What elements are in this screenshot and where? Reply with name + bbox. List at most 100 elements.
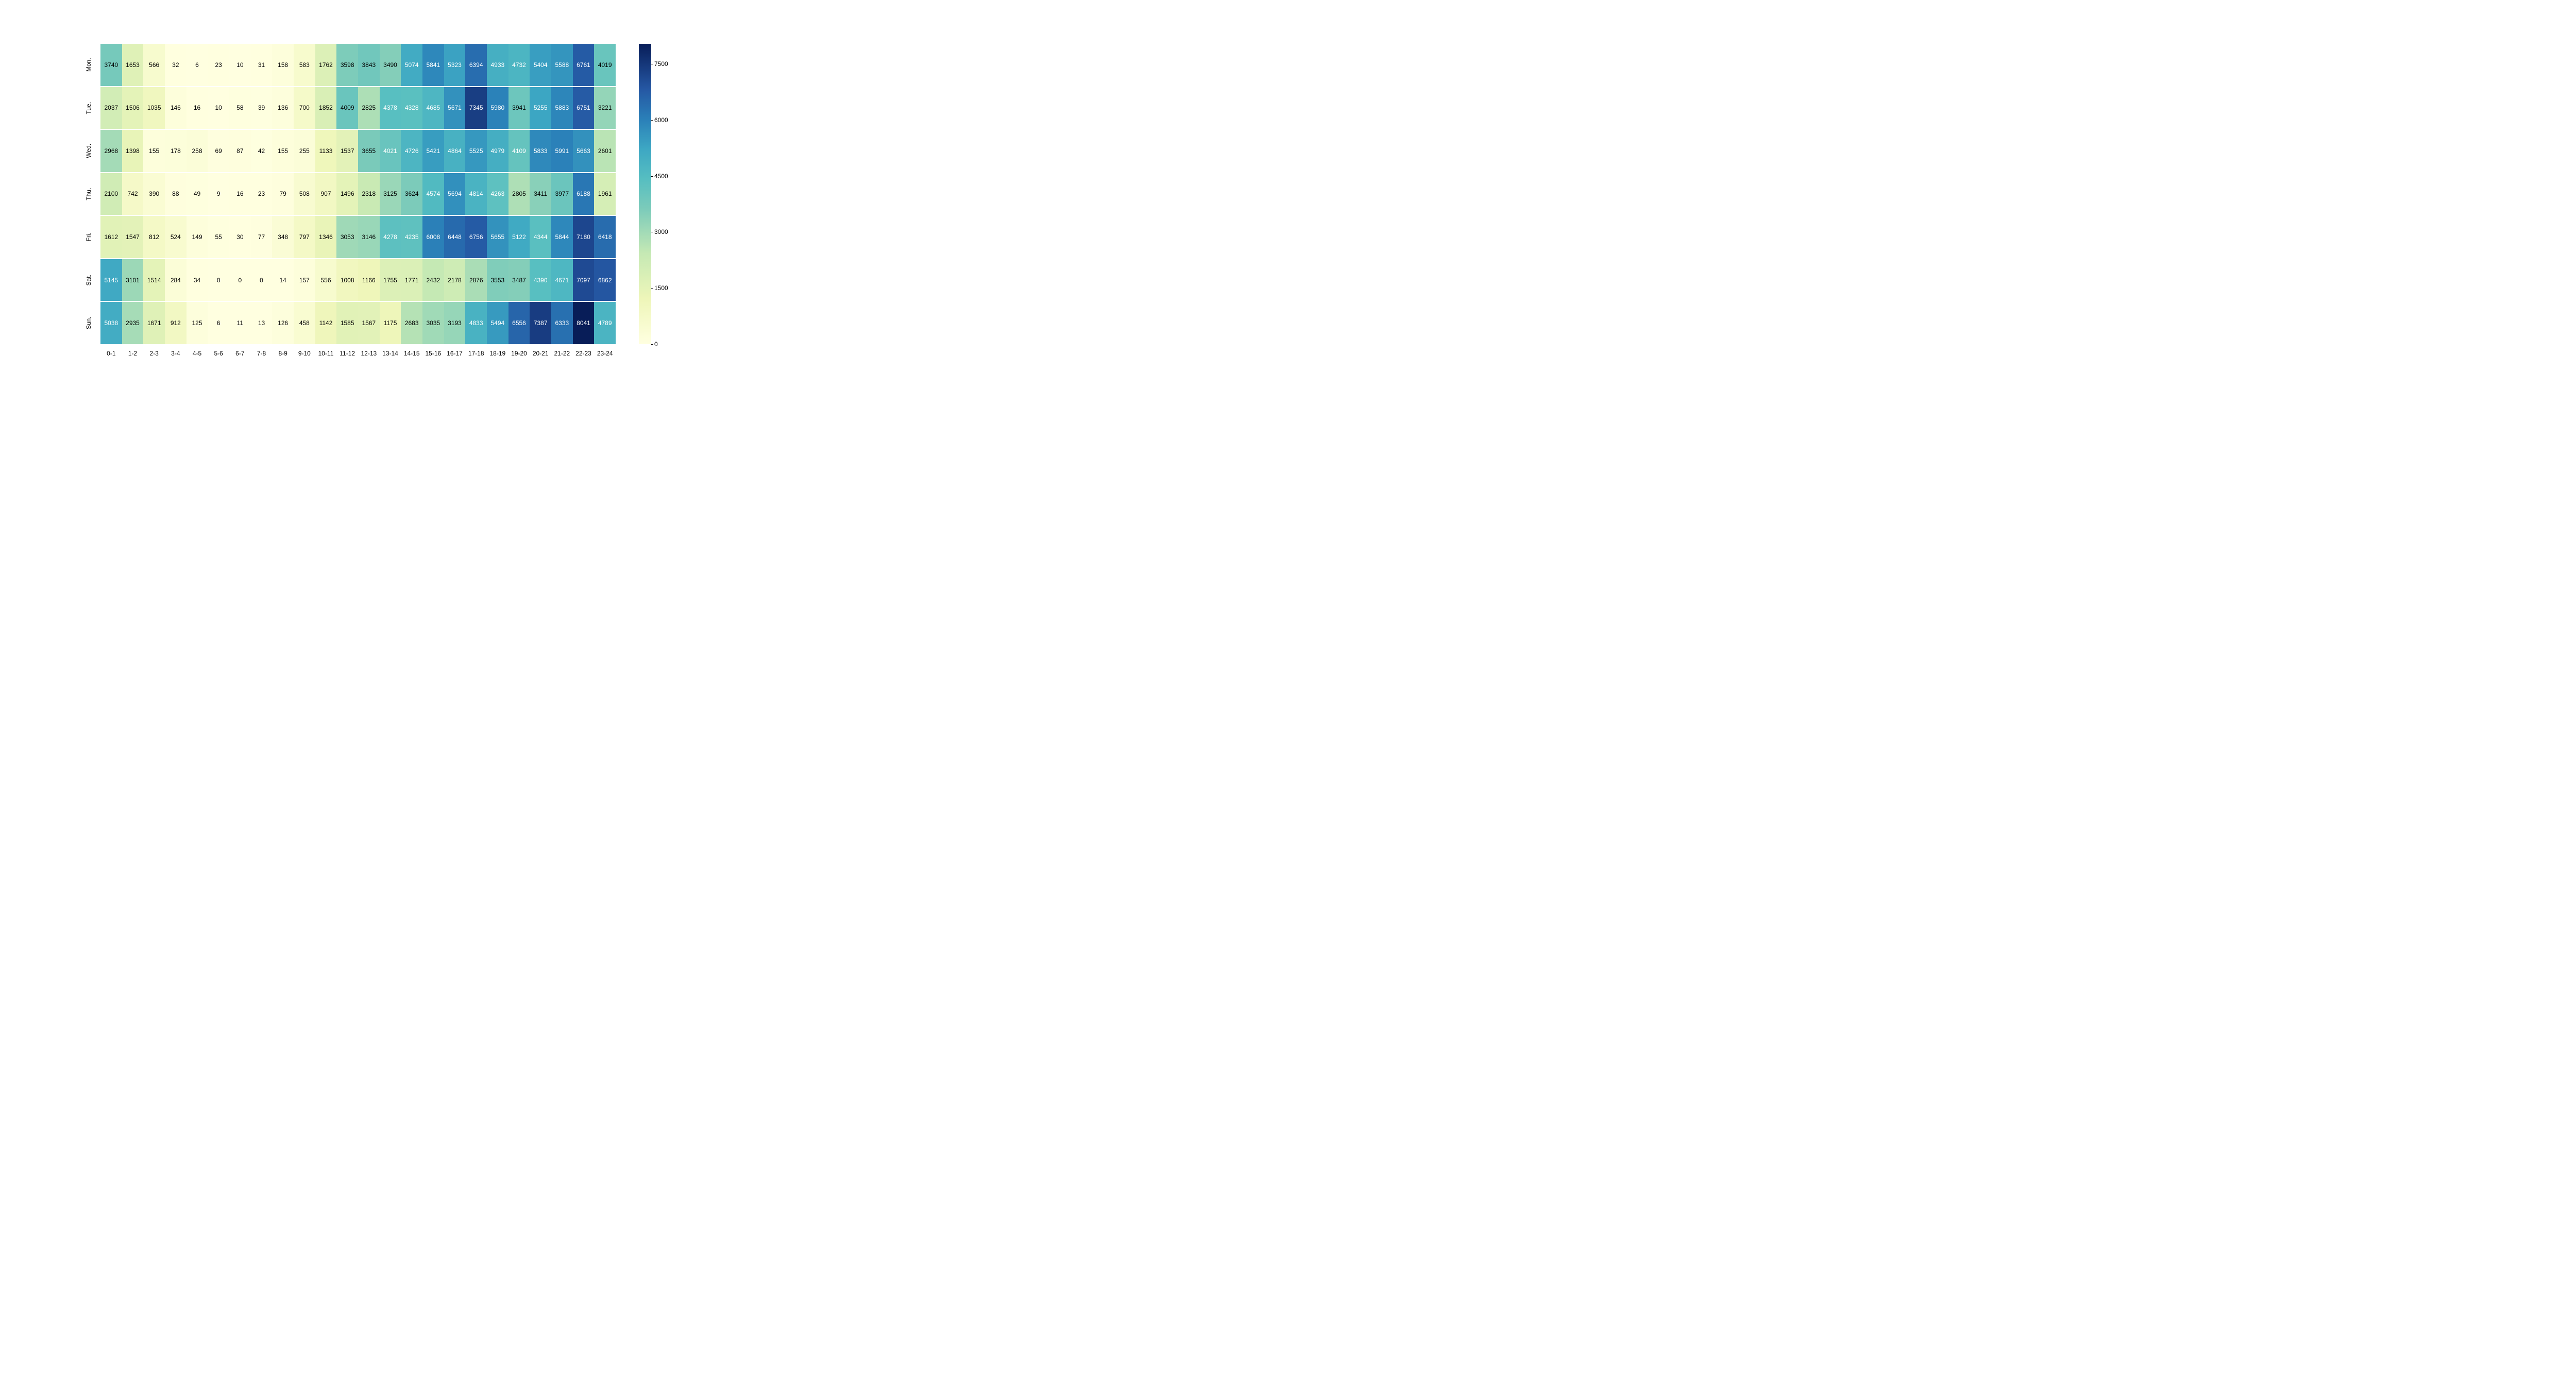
heatmap-cell: 30 [229,216,251,258]
heatmap-cell: 258 [187,130,208,172]
heatmap-cell: 1671 [143,302,165,344]
heatmap-cell: 7387 [530,302,551,344]
heatmap-cell: 6 [187,44,208,86]
heatmap-cell: 5833 [530,130,551,172]
x-axis-label: 8-9 [272,346,294,361]
heatmap-cell: 146 [165,87,187,129]
heatmap-cell: 4278 [380,216,401,258]
heatmap-cell: 8041 [573,302,595,344]
heatmap-cell: 136 [272,87,294,129]
heatmap-cell: 39 [251,87,273,129]
heatmap-cell: 4833 [465,302,487,344]
heatmap-cell: 157 [294,259,315,301]
heatmap-cell: 1166 [358,259,380,301]
heatmap-cell: 55 [208,216,229,258]
heatmap-cell: 77 [251,216,273,258]
heatmap-cell: 348 [272,216,294,258]
heatmap-cell: 2935 [122,302,144,344]
heatmap-cell: 3411 [530,173,551,215]
heatmap-cell: 5671 [444,87,466,129]
heatmap-cell: 1762 [315,44,337,86]
x-axis-label: 13-14 [380,346,401,361]
heatmap-cell: 4263 [487,173,509,215]
heatmap-cell: 1008 [336,259,358,301]
heatmap-cell: 4235 [401,216,422,258]
heatmap-cell: 5323 [444,44,466,86]
chart-container: 3740165356632623103115858317623598384334… [0,0,799,389]
heatmap-cell: 5421 [422,130,444,172]
x-axis-label: 22-23 [573,346,595,361]
y-axis-label: Sun. [67,314,110,332]
heatmap-cell: 3125 [380,173,401,215]
heatmap-cell: 907 [315,173,337,215]
heatmap-cell: 31 [251,44,273,86]
heatmap-cell: 16 [187,87,208,129]
heatmap-cell: 6751 [573,87,595,129]
heatmap-cell: 6556 [509,302,530,344]
heatmap-cell: 5494 [487,302,509,344]
colorbar-tick-label: 4500 [654,173,668,180]
heatmap-cell: 1142 [315,302,337,344]
y-axis-label: Wed. [67,142,110,160]
colorbar-tickmark [651,344,653,345]
heatmap-cell: 1567 [358,302,380,344]
heatmap-cell: 0 [208,259,229,301]
heatmap-grid: 3740165356632623103115858317623598384334… [100,44,616,344]
y-axis-label: Tue. [67,99,110,116]
heatmap-cell: 5980 [487,87,509,129]
heatmap-cell: 5255 [530,87,551,129]
heatmap-cell: 2825 [358,87,380,129]
y-axis-label: Thu. [67,185,110,202]
heatmap-cell: 742 [122,173,144,215]
colorbar-tickmark [651,288,653,289]
heatmap-cell: 5844 [551,216,573,258]
heatmap-cell: 3624 [401,173,422,215]
heatmap-cell: 912 [165,302,187,344]
heatmap-cell: 4328 [401,87,422,129]
heatmap-cell: 3977 [551,173,573,215]
heatmap-cell: 14 [272,259,294,301]
y-axis-label: Fri. [67,228,110,246]
colorbar-tick-label: 1500 [654,284,668,292]
heatmap-cell: 1514 [143,259,165,301]
heatmap-cell: 3598 [336,44,358,86]
heatmap-cell: 11 [229,302,251,344]
heatmap-cell: 69 [208,130,229,172]
heatmap-cell: 4814 [465,173,487,215]
colorbar-tick-label: 6000 [654,116,668,124]
heatmap-cell: 2432 [422,259,444,301]
heatmap-cell: 4789 [594,302,616,344]
heatmap-cell: 812 [143,216,165,258]
y-axis-label: Mon. [67,56,110,74]
x-axis-label: 17-18 [465,346,487,361]
heatmap-cell: 6756 [465,216,487,258]
x-axis-label: 20-21 [530,346,551,361]
x-axis-label: 9-10 [294,346,315,361]
colorbar-tickmark [651,176,653,177]
heatmap-cell: 284 [165,259,187,301]
x-axis-label: 6-7 [229,346,251,361]
heatmap-cell: 4864 [444,130,466,172]
heatmap-cell: 5655 [487,216,509,258]
heatmap: 3740165356632623103115858317623598384334… [100,44,616,344]
heatmap-cell: 5841 [422,44,444,86]
heatmap-cell: 4671 [551,259,573,301]
heatmap-cell: 149 [187,216,208,258]
x-axis-label: 10-11 [315,346,337,361]
x-axis-label: 7-8 [251,346,273,361]
heatmap-cell: 2601 [594,130,616,172]
heatmap-cell: 6761 [573,44,595,86]
x-axis-label: 16-17 [444,346,466,361]
colorbar-tick-label: 7500 [654,60,668,67]
heatmap-cell: 1537 [336,130,358,172]
heatmap-cell: 1496 [336,173,358,215]
heatmap-cell: 2683 [401,302,422,344]
heatmap-cell: 4933 [487,44,509,86]
heatmap-cell: 5588 [551,44,573,86]
heatmap-cell: 4685 [422,87,444,129]
heatmap-cell: 3655 [358,130,380,172]
heatmap-cell: 10 [208,87,229,129]
heatmap-cell: 0 [229,259,251,301]
heatmap-cell: 7097 [573,259,595,301]
heatmap-cell: 3193 [444,302,466,344]
